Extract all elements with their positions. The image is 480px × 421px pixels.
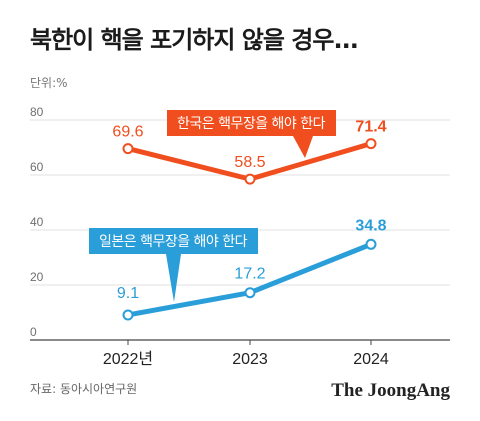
x-tick-label: 2023 (232, 351, 268, 368)
series-group: 69.6 58.5 71.4 9.1 17.2 34.8 (112, 119, 387, 321)
korea-point (122, 143, 134, 155)
korea-point (365, 138, 377, 150)
japan-callout-box (89, 228, 258, 302)
japan-value-label: 17.2 (234, 266, 265, 283)
grid-lines (30, 119, 450, 286)
korea-series-name: 한국은 핵무장을 해야 한다 (177, 116, 326, 132)
chart-title: 북한이 핵을 포기하지 않을 경우... (30, 26, 359, 54)
japan-point (122, 309, 134, 321)
japan-callout: 일본은 핵무장을 해야 한다 (89, 228, 258, 302)
source-text: 자료: 동아시아연구원 (30, 382, 137, 396)
korea-value-label: 58.5 (234, 154, 265, 171)
y-tick-label: 60 (30, 160, 44, 174)
korea-callout: 한국은 핵무장을 해야 한다 (167, 110, 336, 158)
japan-point (244, 287, 256, 299)
brand-logo: The JoongAng (331, 380, 450, 401)
korea-value-label: 71.4 (355, 119, 386, 136)
korea-value-label: 69.6 (112, 124, 143, 141)
x-tick-label: 2024 (353, 351, 389, 368)
korea-point (244, 173, 256, 185)
y-tick-label: 0 (30, 325, 37, 339)
korea-callout-box (167, 110, 336, 158)
japan-value-label: 9.1 (117, 285, 139, 302)
japan-value-label: 34.8 (355, 217, 386, 234)
x-tick-label: 2022년 (103, 350, 153, 368)
x-axis-ticks: 2022년 2023 2024 (103, 340, 389, 368)
unit-label: 단위:% (30, 76, 68, 90)
japan-series-name: 일본은 핵무장을 해야 한다 (99, 234, 248, 250)
y-tick-label: 80 (30, 105, 44, 119)
y-tick-label: 40 (30, 215, 44, 229)
y-tick-label: 20 (30, 270, 44, 284)
y-axis-ticks: 0 20 40 60 80 (30, 105, 44, 339)
japan-point (365, 238, 377, 250)
